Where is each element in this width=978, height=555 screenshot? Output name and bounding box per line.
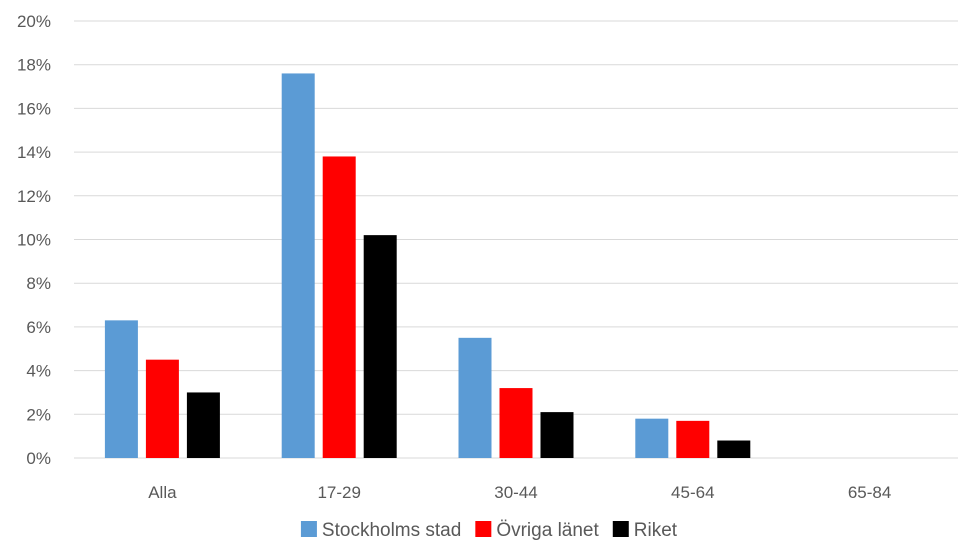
y-tick-label: 18% [17,56,51,75]
bar-45-64-Riket [717,440,751,458]
y-tick-label: 16% [17,99,51,118]
y-tick-label: 14% [17,143,51,162]
y-tick-label: 10% [17,231,51,250]
x-tick-label: 45-64 [671,483,714,502]
bar-30-44-Övriga länet [499,388,533,458]
legend-item-Riket: Riket [612,520,678,541]
x-tick-label: 30-44 [494,483,537,502]
bar-30-44-Riket [540,412,574,458]
bar-45-64-Stockholms stad [635,418,669,458]
y-tick-label: 6% [26,318,51,337]
gridlines [74,20,958,459]
legend-swatch [475,521,492,537]
y-axis-tick-labels: 0% 2% 4% 6% 8% 10% 12% 14% 16% 18% 20% [17,12,51,468]
legend-label: Stockholms stad [322,520,461,541]
y-tick-label: 8% [26,274,51,293]
bar-30-44-Stockholms stad [458,337,492,458]
legend-label: Övriga länet [496,520,599,541]
legend-swatch [612,521,629,537]
legend: Stockholms stad Övriga länet Riket [300,520,678,541]
y-tick-label: 12% [17,187,51,206]
y-tick-label: 20% [17,12,51,31]
y-tick-label: 0% [26,449,51,468]
legend-item-Stockholms stad: Stockholms stad [300,520,461,541]
x-tick-label: 17-29 [317,483,360,502]
y-tick-label: 4% [26,362,51,381]
bar-17-29-Riket [363,235,397,458]
x-tick-label: Alla [148,483,177,502]
x-axis-tick-labels: Alla 17-29 30-44 45-64 65-84 [148,483,891,502]
legend-label: Riket [634,520,678,541]
x-tick-label: 65-84 [848,483,891,502]
bar-17-29-Stockholms stad [281,73,315,458]
bar-Alla-Övriga länet [145,359,179,458]
legend-swatch [300,521,317,537]
bar-Alla-Stockholms stad [104,320,138,458]
bar-45-64-Övriga länet [676,420,710,458]
bar-17-29-Övriga länet [322,156,356,458]
legend-item-Övriga länet: Övriga länet [475,520,599,541]
bars [104,73,751,458]
y-tick-label: 2% [26,405,51,424]
bar-Alla-Riket [186,392,220,458]
